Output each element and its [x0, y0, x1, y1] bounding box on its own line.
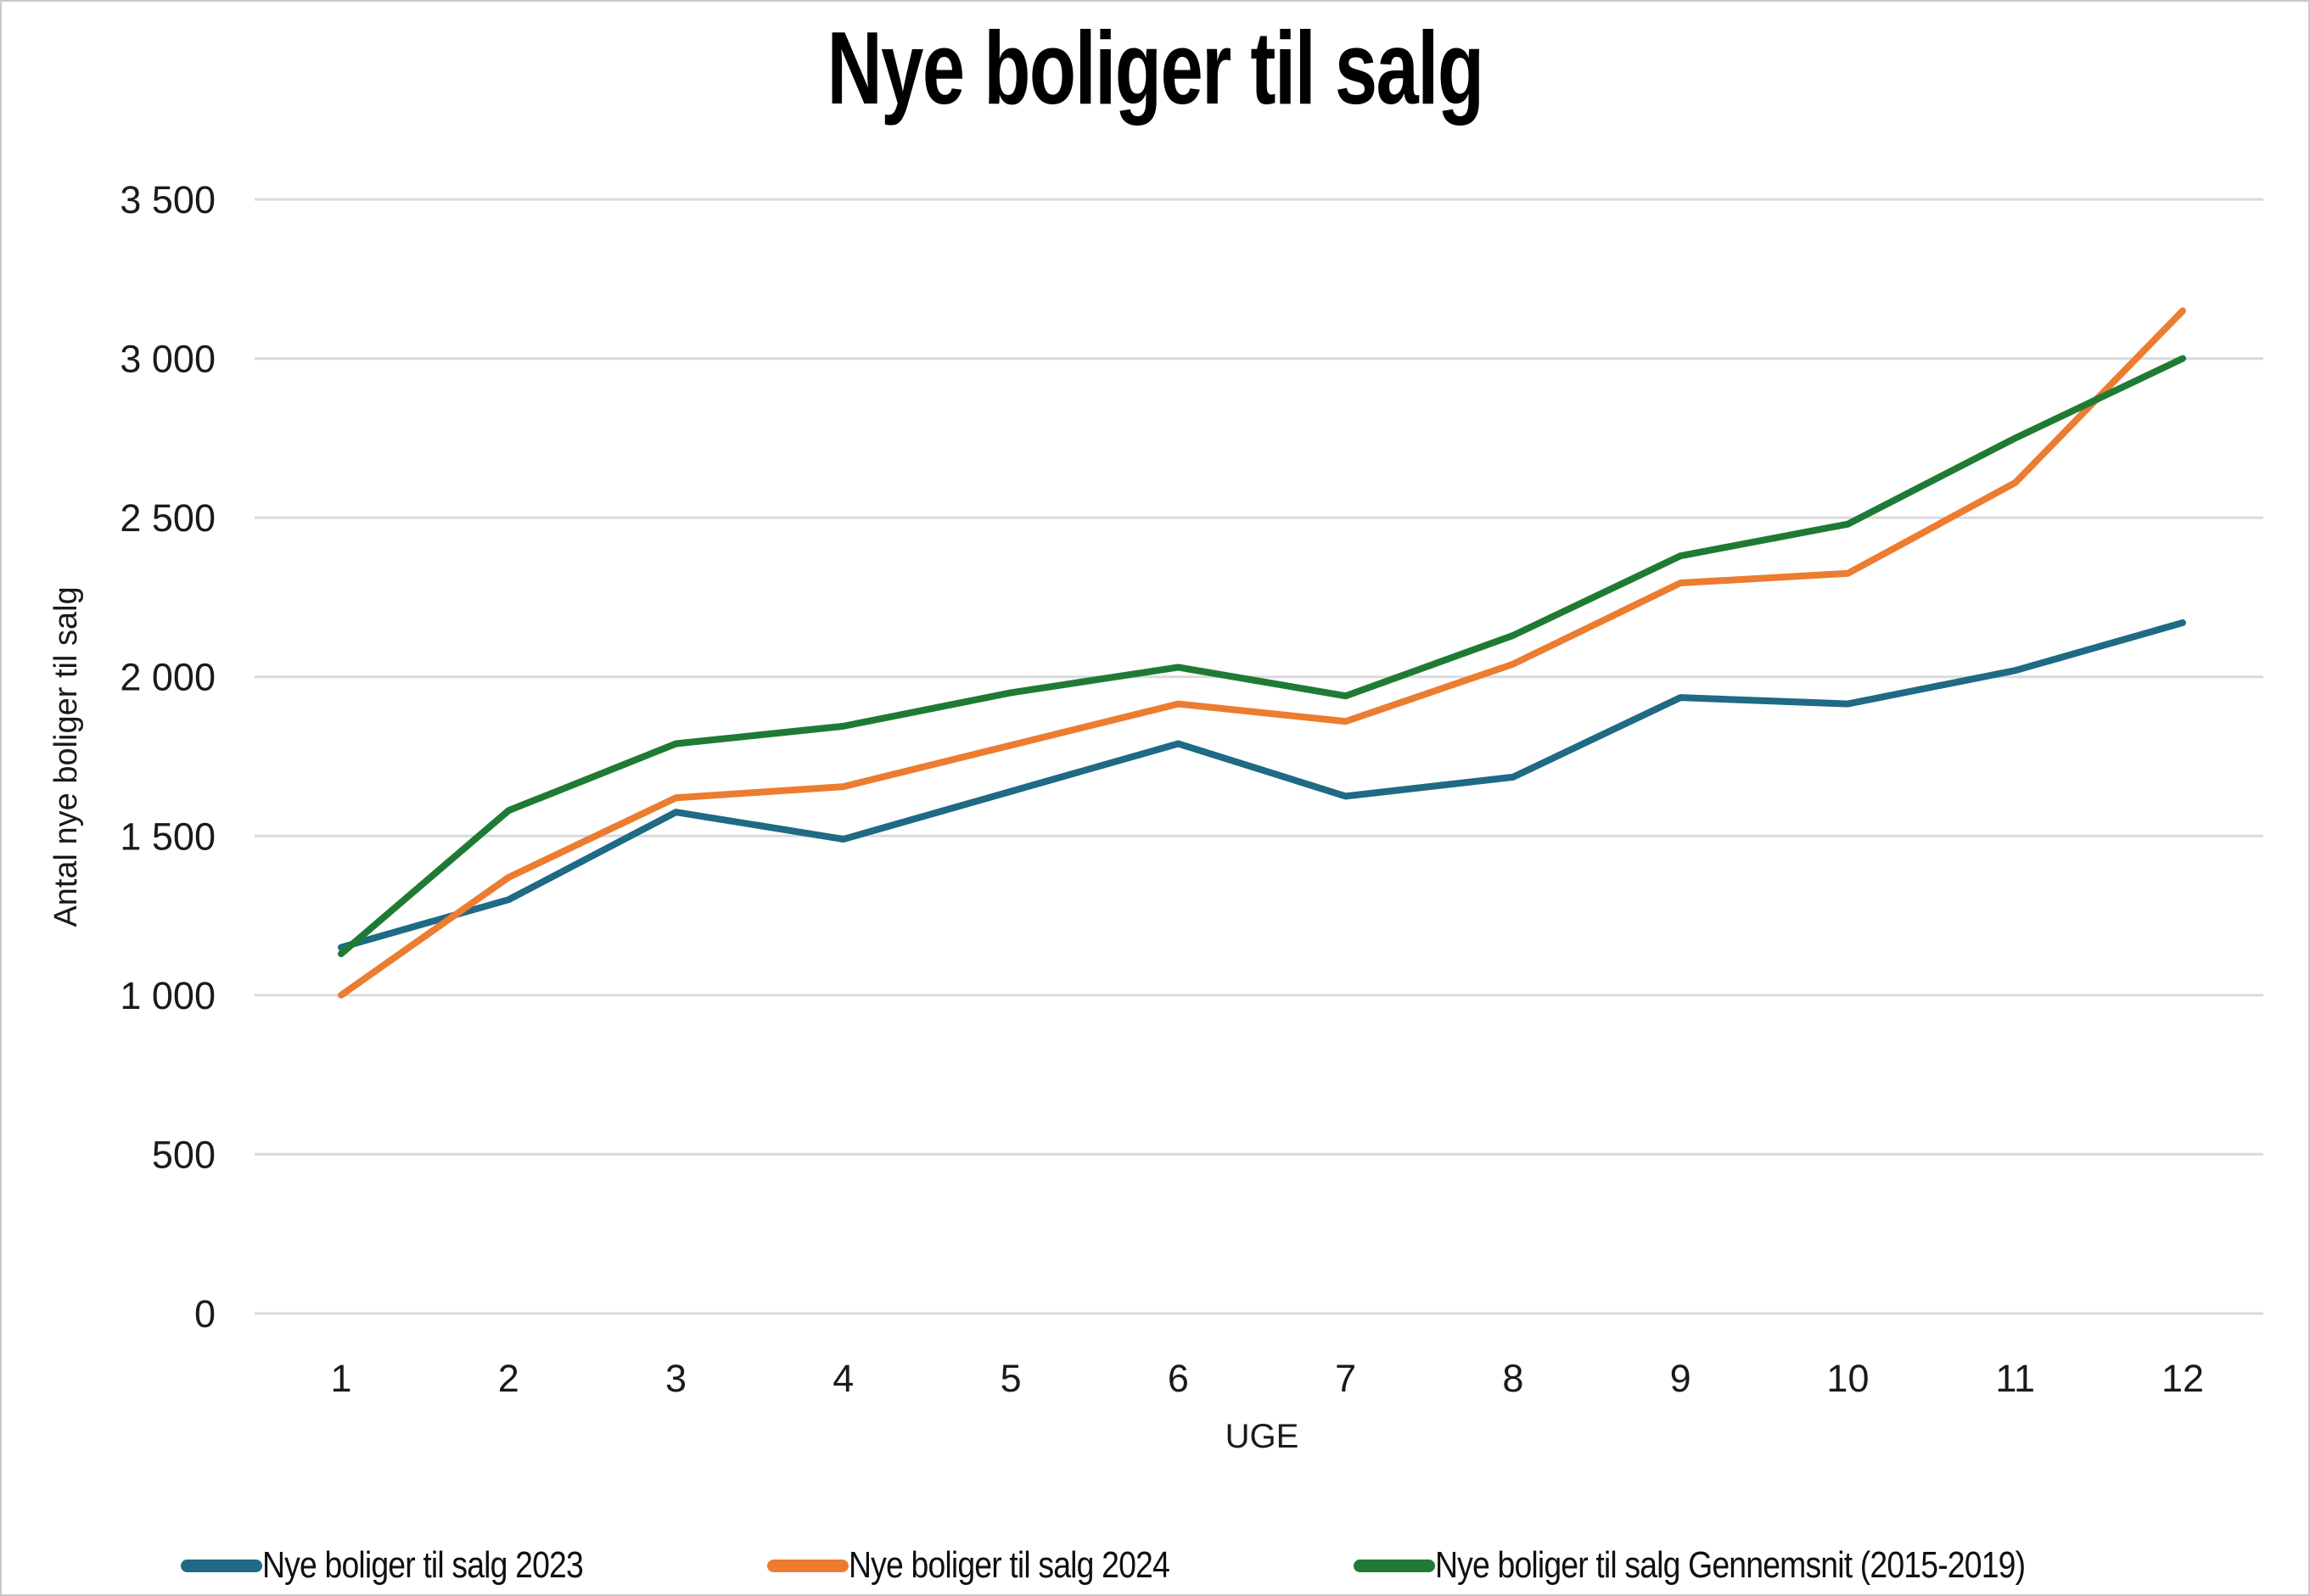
x-tick-label: 9 — [1670, 1357, 1691, 1400]
series-line-series_2023 — [338, 619, 2186, 951]
legend-item-2024: Nye boliger til salg 2024 — [767, 1544, 1226, 1587]
x-tick-label: 5 — [1001, 1357, 1022, 1400]
y-tick-label: 0 — [194, 1292, 216, 1336]
x-tick-label: 4 — [833, 1357, 854, 1400]
x-tick-label: 11 — [1995, 1357, 2035, 1400]
x-tick-label: 7 — [1335, 1357, 1356, 1400]
series-line-series_2024 — [338, 307, 2186, 999]
legend-label-2023: Nye boliger til salg 2023 — [262, 1544, 584, 1586]
y-tick-label: 3 500 — [120, 178, 216, 221]
x-axis-title: UGE — [1225, 1418, 1299, 1455]
legend-label-2024: Nye boliger til salg 2024 — [849, 1544, 1170, 1586]
y-tick-label: 1 500 — [120, 815, 216, 858]
series-line-series_avg — [338, 355, 2186, 958]
x-tick-label: 12 — [2161, 1357, 2204, 1400]
y-tick-label: 3 000 — [120, 338, 216, 381]
y-tick-label: 1 000 — [120, 974, 216, 1017]
x-tick-label: 1 — [330, 1357, 351, 1400]
y-axis-title: Antal nye boliger til salg — [48, 586, 84, 927]
legend-label-avg: Nye boliger til salg Gennemsnit (2015-20… — [1434, 1544, 2026, 1586]
x-tick-label: 10 — [1826, 1357, 1869, 1400]
legend-swatch-2023-icon — [181, 1559, 263, 1572]
chart-title: Nye boliger til salg — [827, 10, 1484, 126]
y-tick-label: 500 — [152, 1133, 216, 1176]
x-tick-label: 6 — [1168, 1357, 1189, 1400]
x-tick-label: 2 — [498, 1357, 519, 1400]
y-tick-label: 2 500 — [120, 496, 216, 540]
legend: Nye boliger til salg 2023 Nye boliger ti… — [2, 1544, 2308, 1587]
legend-swatch-avg-icon — [1353, 1559, 1435, 1572]
x-tick-label: 3 — [665, 1357, 687, 1400]
legend-item-2023: Nye boliger til salg 2023 — [181, 1544, 640, 1587]
legend-swatch-2024-icon — [767, 1559, 849, 1572]
x-tick-label: 8 — [1502, 1357, 1523, 1400]
legend-item-avg: Nye boliger til salg Gennemsnit (2015-20… — [1353, 1544, 2129, 1587]
y-tick-label: 2 000 — [120, 656, 216, 699]
